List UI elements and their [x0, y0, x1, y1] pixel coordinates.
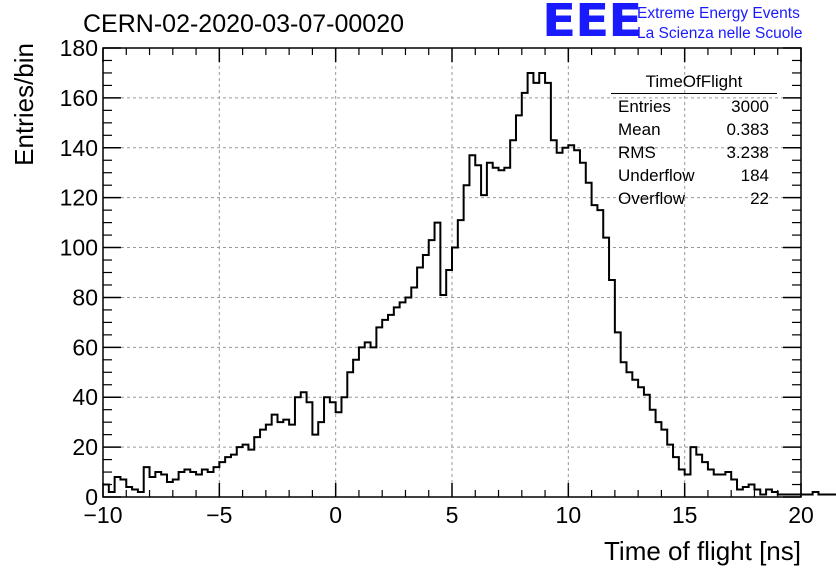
- stats-row-entries: Entries 3000: [611, 95, 777, 118]
- x-tick-label: 5: [446, 502, 459, 528]
- chart-title: CERN-02-2020-03-07-00020: [83, 10, 405, 38]
- statistics-title: TimeOfFlight: [611, 70, 777, 94]
- eee-logo: EEE: [542, 0, 642, 47]
- y-tick-label: 0: [85, 484, 98, 510]
- histogram-step-line: [103, 71, 836, 496]
- stats-value: 22: [750, 189, 769, 208]
- statistics-box: TimeOfFlight Entries 3000 Mean 0.383 RMS…: [611, 70, 777, 210]
- y-tick-label: 180: [60, 35, 98, 61]
- stats-label: Entries: [618, 97, 671, 116]
- organization-line-1: Extreme Energy Events: [637, 5, 800, 22]
- y-tick-label: 100: [60, 235, 98, 261]
- organization-name: Extreme Energy Events La Scienza nelle S…: [637, 4, 802, 44]
- stats-value: 3.238: [726, 143, 769, 162]
- y-tick-label: 20: [72, 434, 98, 460]
- organization-line-2: La Scienza nelle Scuole: [637, 25, 803, 42]
- x-axis-label: Time of flight [ns]: [604, 536, 801, 566]
- x-tick-label: 15: [672, 502, 698, 528]
- y-tick-label: 120: [60, 185, 98, 211]
- stats-value: 3000: [731, 97, 769, 116]
- y-tick-label: 40: [72, 384, 98, 410]
- x-tick-label: 20: [788, 502, 814, 528]
- y-tick-label: 160: [60, 85, 98, 111]
- stats-row-mean: Mean 0.383: [611, 118, 777, 141]
- x-tick-label: 0: [329, 502, 342, 528]
- stats-label: Underflow: [618, 166, 695, 185]
- stats-label: Mean: [618, 120, 661, 139]
- stats-label: RMS: [618, 143, 656, 162]
- x-tick-label: −5: [206, 502, 232, 528]
- y-tick-label: 140: [60, 135, 98, 161]
- y-axis-label: Entries/bin: [9, 43, 39, 166]
- x-tick-label: 10: [556, 502, 582, 528]
- y-tick-label: 80: [72, 284, 98, 310]
- stats-label: Overflow: [618, 189, 686, 208]
- axis-ticks: [102, 47, 802, 498]
- stats-value: 184: [740, 166, 769, 185]
- stats-value: 0.383: [726, 120, 769, 139]
- tick-labels: −10 −5 0 5 10 15 20 0 20 40 60 80 100 120 140 160 180: [60, 35, 814, 528]
- y-tick-label: 60: [72, 334, 98, 360]
- x-tick-label: −10: [83, 502, 122, 528]
- stats-row-overflow: Overflow 22: [611, 187, 777, 210]
- stats-row-rms: RMS 3.238: [611, 141, 777, 164]
- stats-row-underflow: Underflow 184: [611, 164, 777, 187]
